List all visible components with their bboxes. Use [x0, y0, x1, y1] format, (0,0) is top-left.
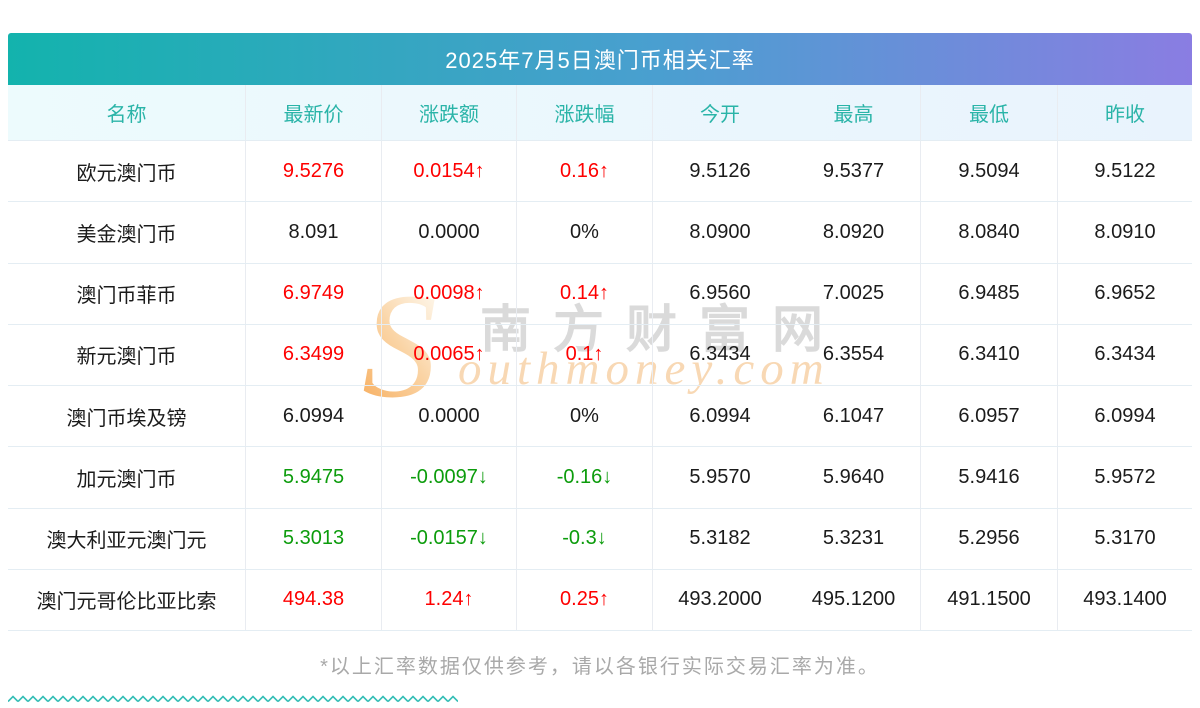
table-row: 欧元澳门币 9.5276 0.0154↑ 0.16↑ 9.5126 9.5377 9.509… [8, 140, 1192, 202]
cell-low: 8.0840 [921, 202, 1058, 263]
table-row: 澳门币埃及镑 6.0994 0.0000 0% 6.0994 6.1047 6.0957 6.… [8, 385, 1192, 447]
cell-change-percent: 0.25↑ [517, 569, 653, 630]
table-row: 澳门元哥伦比亚比索 494.38 1.24↑ 0.25↑ 493.2000 495.120… [8, 568, 1192, 630]
cell-open: 9.5126 [689, 159, 751, 182]
cell-change-percent: 0% [517, 386, 653, 447]
cell-high: 6.1047 [787, 386, 921, 447]
cell-prev-close: 6.9652 [1094, 282, 1156, 305]
cell-high: 6.3554 [787, 324, 921, 385]
cell-high: 8.0920 [787, 202, 921, 263]
column-header-open: 今开 [700, 104, 740, 126]
cell-name: 新元澳门币 [8, 324, 246, 385]
cell-change-percent: 0.16↑ [517, 141, 653, 202]
column-header-low: 最低 [921, 85, 1058, 140]
cell-low: 6.3410 [921, 324, 1058, 385]
cell-low: 9.5094 [921, 141, 1058, 202]
cell-open: 6.0994 [689, 404, 751, 427]
cell-high: 5.3231 [787, 508, 921, 569]
cell-change-amount: 1.24↑ [382, 569, 517, 630]
cell-last-price: 6.0994 [246, 386, 382, 447]
cell-name: 澳门币菲币 [8, 263, 246, 324]
cell-open: 8.0900 [689, 220, 751, 243]
cell-change-amount: -0.0157↓ [382, 508, 517, 569]
wavy-underline-decoration [8, 690, 458, 708]
column-header-change-percent: 涨跌幅 [517, 85, 653, 140]
cell-change-amount: 0.0000 [382, 386, 517, 447]
disclaimer-text: *以上汇率数据仅供参考，请以各银行实际交易汇率为准。 [320, 656, 880, 678]
cell-name: 澳门币埃及镑 [8, 386, 246, 447]
cell-change-amount: -0.0097↓ [382, 447, 517, 508]
cell-prev-close: 5.3170 [1094, 527, 1156, 550]
cell-change-percent: 0.14↑ [517, 263, 653, 324]
cell-prev-close: 9.5122 [1094, 159, 1156, 182]
cell-last-price: 8.091 [246, 202, 382, 263]
cell-name: 欧元澳门币 [8, 141, 246, 202]
cell-low: 5.2956 [921, 508, 1058, 569]
cell-last-price: 494.38 [246, 569, 382, 630]
cell-open: 5.3182 [689, 527, 751, 550]
cell-low: 6.0957 [921, 386, 1058, 447]
cell-change-percent: -0.3↓ [517, 508, 653, 569]
cell-name: 澳大利亚元澳门元 [8, 508, 246, 569]
cell-high: 9.5377 [787, 141, 921, 202]
table-row: 美金澳门币 8.091 0.0000 0% 8.0900 8.0920 8.0840 8.09… [8, 201, 1192, 263]
cell-prev-close: 6.0994 [1094, 404, 1156, 427]
cell-high: 7.0025 [787, 263, 921, 324]
table-row: 澳门币菲币 6.9749 0.0098↑ 0.14↑ 6.9560 7.0025 6.948… [8, 262, 1192, 324]
cell-last-price: 6.3499 [246, 324, 382, 385]
cell-open: 493.2000 [678, 588, 762, 611]
cell-change-percent: 0.1↑ [517, 324, 653, 385]
cell-last-price: 5.9475 [246, 447, 382, 508]
cell-last-price: 5.3013 [246, 508, 382, 569]
cell-high: 495.1200 [787, 569, 921, 630]
cell-name: 美金澳门币 [8, 202, 246, 263]
cell-change-amount: 0.0065↑ [382, 324, 517, 385]
cell-change-amount: 0.0098↑ [382, 263, 517, 324]
column-header-name: 名称 [8, 85, 246, 140]
table-row: 加元澳门币 5.9475 -0.0097↓ -0.16↓ 5.9570 5.9640 5.9… [8, 446, 1192, 508]
cell-name: 加元澳门币 [8, 447, 246, 508]
cell-open: 6.3434 [689, 343, 751, 366]
cell-change-percent: -0.16↓ [517, 447, 653, 508]
cell-prev-close: 493.1400 [1083, 588, 1167, 611]
page-title: 2025年7月5日澳门币相关汇率 [445, 48, 755, 73]
column-header-high: 最高 [787, 85, 921, 140]
cell-prev-close: 8.0910 [1094, 220, 1156, 243]
cell-low: 491.1500 [921, 569, 1058, 630]
cell-open: 5.9570 [689, 465, 751, 488]
cell-change-amount: 0.0154↑ [382, 141, 517, 202]
table-title-banner: 2025年7月5日澳门币相关汇率 [8, 33, 1192, 85]
table-row: 澳大利亚元澳门元 5.3013 -0.0157↓ -0.3↓ 5.3182 5.3231 5… [8, 507, 1192, 569]
column-header-prev-close: 昨收 [1105, 104, 1145, 126]
cell-low: 5.9416 [921, 447, 1058, 508]
cell-name: 澳门元哥伦比亚比索 [8, 569, 246, 630]
cell-prev-close: 5.9572 [1094, 465, 1156, 488]
cell-prev-close: 6.3434 [1094, 343, 1156, 366]
cell-last-price: 9.5276 [246, 141, 382, 202]
cell-open: 6.9560 [689, 282, 751, 305]
exchange-rate-table: 名称 最新价 涨跌额 涨跌幅 今开 最高 最低 昨收 欧元澳门币 9.5276 0.0154↑ 0.… [8, 85, 1192, 631]
table-body: 欧元澳门币 9.5276 0.0154↑ 0.16↑ 9.5126 9.5377 9.509… [8, 140, 1192, 631]
column-header-change-amount: 涨跌额 [382, 85, 517, 140]
cell-last-price: 6.9749 [246, 263, 382, 324]
cell-change-amount: 0.0000 [382, 202, 517, 263]
table-header-row: 名称 最新价 涨跌额 涨跌幅 今开 最高 最低 昨收 [8, 85, 1192, 140]
cell-high: 5.9640 [787, 447, 921, 508]
column-header-last-price: 最新价 [246, 85, 382, 140]
cell-low: 6.9485 [921, 263, 1058, 324]
table-row: 新元澳门币 6.3499 0.0065↑ 0.1↑ 6.3434 6.3554 6.3410… [8, 323, 1192, 385]
cell-change-percent: 0% [517, 202, 653, 263]
